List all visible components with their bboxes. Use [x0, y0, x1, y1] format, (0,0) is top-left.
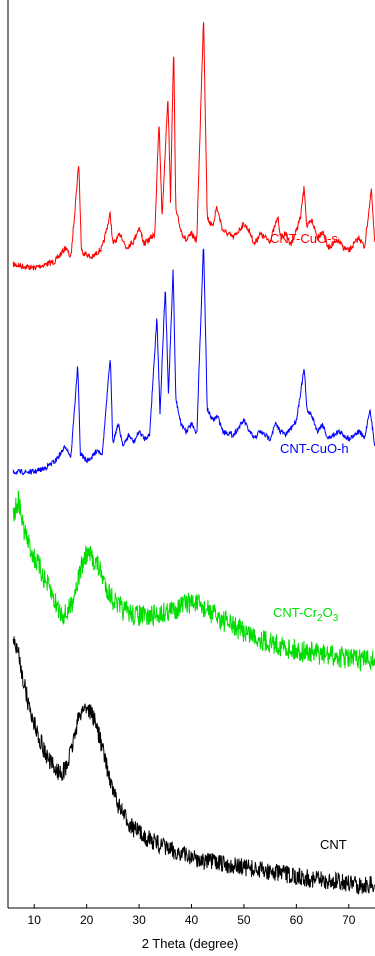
x-tick-label-30: 30	[132, 913, 146, 927]
series-line-cnt	[12, 636, 375, 896]
x-tick-label-40: 40	[185, 913, 199, 927]
series-line-cnt-cuo-s	[12, 22, 375, 271]
cr2o3-sub-2: 2	[317, 613, 323, 624]
series-line-cnt-cr2o3	[12, 490, 375, 672]
cr2o3-mid: O	[323, 605, 333, 620]
series-layer	[12, 22, 375, 896]
series-label-cnt-cr2o3: CNT-Cr2O3	[273, 605, 339, 624]
series-label-cnt-cuo-h: CNT-CuO-h	[280, 441, 349, 456]
x-axis-title: 2 Theta (degree)	[142, 936, 239, 951]
x-tick-label-10: 10	[28, 913, 42, 927]
series-label-cnt: CNT	[320, 837, 347, 852]
x-ticks: 10 20 30 40 50 60 70	[28, 904, 356, 927]
x-tick-label-60: 60	[290, 913, 304, 927]
x-tick-label-20: 20	[80, 913, 94, 927]
cr2o3-sub-3: 3	[333, 613, 339, 624]
series-line-cnt-cuo-h	[12, 248, 375, 476]
x-tick-label-50: 50	[237, 913, 251, 927]
series-label-cnt-cuo-s: CNT-CuO-s	[270, 231, 338, 246]
cr2o3-prefix: CNT-Cr	[273, 605, 318, 620]
x-tick-label-70: 70	[342, 913, 356, 927]
